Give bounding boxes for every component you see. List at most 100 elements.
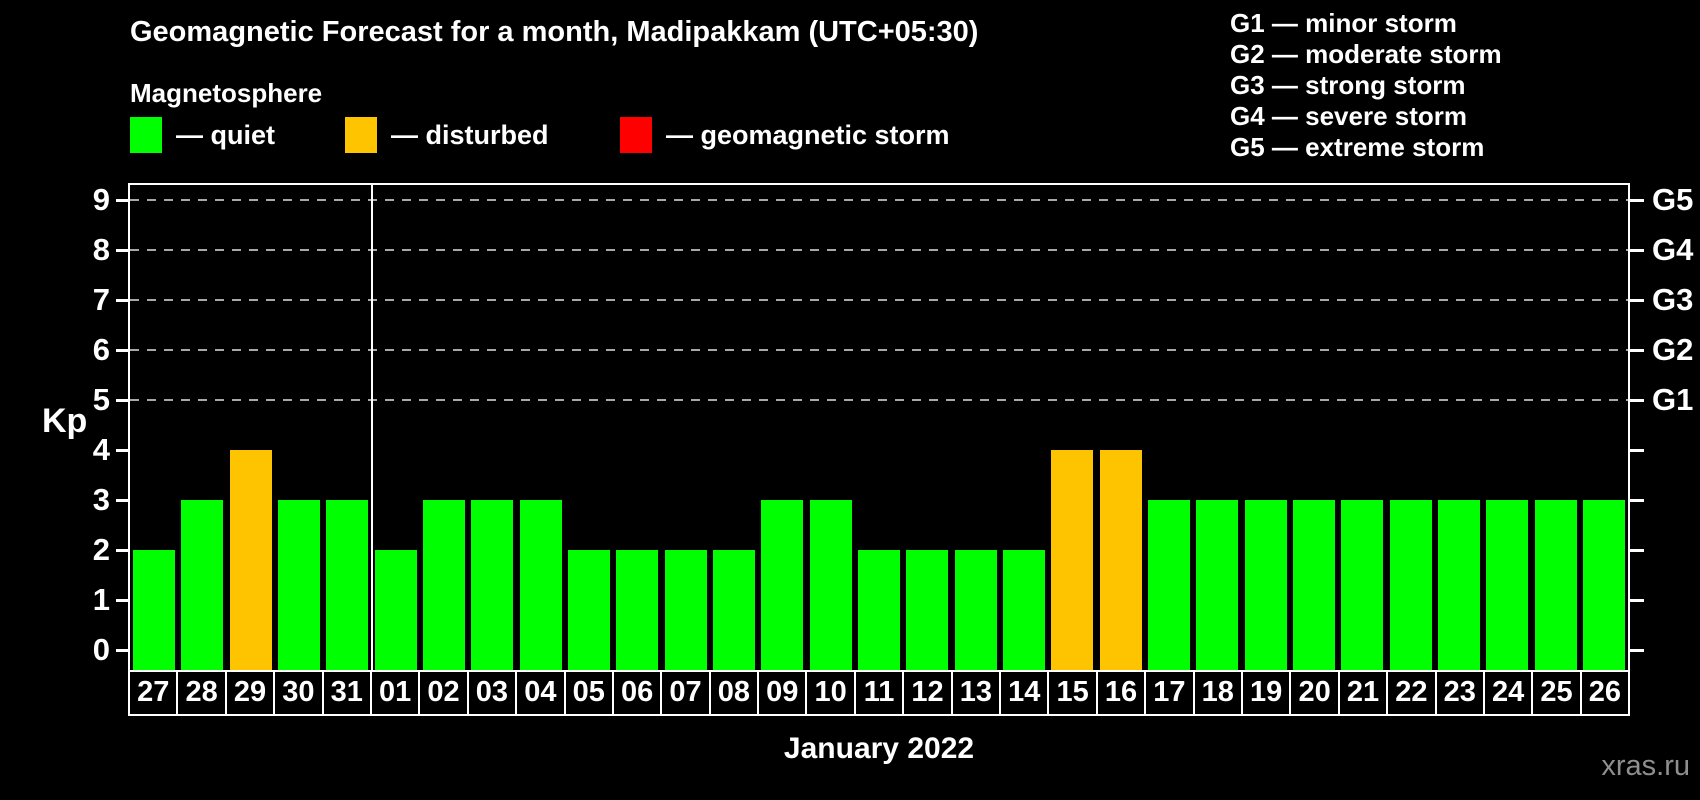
legend-item-quiet: — quiet xyxy=(130,114,275,156)
gridline-g5 xyxy=(130,199,1628,201)
right-axis-label-g3: G3 xyxy=(1652,282,1694,317)
legend-item-storm: — geomagnetic storm xyxy=(620,114,950,156)
date-label: 02 xyxy=(418,670,469,716)
y-axis-tick xyxy=(116,549,128,552)
right-axis-tick xyxy=(1630,599,1644,602)
y-axis-tick xyxy=(116,299,128,302)
kp-bar-day-23 xyxy=(1437,500,1480,670)
kp-bar-day-24 xyxy=(1486,500,1529,670)
y-axis-tick-label: 1 xyxy=(92,582,110,617)
x-axis-date-row: 27 28 29 30 31 01 02 03 04 05 06 07 08 09 10 11 12 13 14 15… xyxy=(128,670,1631,716)
right-axis-label-g4: G4 xyxy=(1652,232,1694,267)
y-axis-tick-label: 3 xyxy=(92,482,110,517)
chart-title: Geomagnetic Forecast for a month, Madipa… xyxy=(130,16,979,48)
date-label: 01 xyxy=(369,670,421,716)
kp-bar-day-02 xyxy=(423,500,466,670)
g-scale-legend-line: G4 — severe storm xyxy=(1230,101,1468,131)
date-label: 11 xyxy=(853,670,905,716)
g-scale-legend-line: G1 — minor storm xyxy=(1230,8,1457,38)
date-label: 30 xyxy=(273,670,324,716)
kp-bar-day-11 xyxy=(858,550,900,670)
g-scale-legend-line: G5 — extreme storm xyxy=(1230,132,1485,162)
watermark: xras.ru xyxy=(1601,750,1690,782)
date-label: 31 xyxy=(321,670,372,716)
right-axis-tick xyxy=(1630,549,1644,552)
date-label: 05 xyxy=(563,670,614,716)
y-axis-tick xyxy=(116,249,128,252)
kp-bar-day-06 xyxy=(616,550,659,670)
date-label: 19 xyxy=(1240,670,1292,716)
quiet-swatch-icon xyxy=(130,117,162,153)
date-label: 15 xyxy=(1047,670,1098,716)
y-axis-tick-label: 9 xyxy=(92,182,110,217)
kp-bar-day-10 xyxy=(809,500,852,670)
date-label: 04 xyxy=(515,670,566,716)
kp-bar-day-12 xyxy=(906,550,949,670)
date-label: 14 xyxy=(999,670,1050,716)
right-axis-tick xyxy=(1630,199,1644,202)
y-axis-title: Kp xyxy=(42,402,88,440)
g-scale-legend: G1 — minor storm G2 — moderate storm G3 — … xyxy=(1230,8,1502,163)
right-axis-label-g1: G1 xyxy=(1652,382,1694,417)
date-label: 07 xyxy=(660,670,711,716)
kp-bar-day-21 xyxy=(1341,500,1384,670)
gridline-g2 xyxy=(130,349,1628,351)
kp-bar-day-19 xyxy=(1244,500,1287,670)
y-axis-tick-label: 7 xyxy=(92,282,110,317)
kp-bar-day-14 xyxy=(1002,550,1045,670)
y-axis-tick-label: 4 xyxy=(92,432,110,467)
y-axis-tick-label: 0 xyxy=(92,632,110,667)
kp-bar-day-03 xyxy=(471,500,514,670)
kp-bar-day-26 xyxy=(1582,500,1625,670)
y-axis-tick xyxy=(116,599,128,602)
magnetosphere-legend: — quiet — disturbed — geomagnetic storm xyxy=(130,114,1090,156)
kp-bar-day-16 xyxy=(1099,450,1142,670)
right-axis-label-g2: G2 xyxy=(1652,332,1694,367)
date-label: 16 xyxy=(1095,670,1147,716)
date-label: 26 xyxy=(1579,670,1631,716)
y-axis-tick-label: 6 xyxy=(92,332,110,367)
kp-bar-day-18 xyxy=(1196,500,1239,670)
kp-bar-day-09 xyxy=(761,500,804,670)
g-scale-legend-line: G2 — moderate storm xyxy=(1230,39,1502,69)
y-axis-tick xyxy=(116,349,128,352)
date-label: 18 xyxy=(1192,670,1243,716)
right-axis-tick xyxy=(1630,449,1644,452)
legend-label-quiet: — quiet xyxy=(176,119,275,150)
date-label: 06 xyxy=(611,670,663,716)
right-axis-tick xyxy=(1630,349,1644,352)
date-label: 23 xyxy=(1434,670,1485,716)
date-label: 28 xyxy=(176,670,227,716)
x-axis-month-label: January 2022 xyxy=(783,732,975,765)
date-label: 21 xyxy=(1337,670,1389,716)
date-label: 13 xyxy=(950,670,1002,716)
kp-bar-day-04 xyxy=(519,500,562,670)
kp-bar-day-27 xyxy=(133,550,176,670)
y-axis-tick xyxy=(116,399,128,402)
kp-bar-day-29 xyxy=(229,450,272,670)
date-label: 29 xyxy=(224,670,276,716)
y-axis-tick xyxy=(116,649,128,652)
y-axis-tick xyxy=(116,199,128,202)
g-scale-legend-line: G3 — strong storm xyxy=(1230,70,1466,100)
kp-bar-day-31 xyxy=(326,500,369,670)
kp-bar-day-07 xyxy=(664,550,707,670)
y-axis-tick-label: 8 xyxy=(92,232,110,267)
kp-bar-day-17 xyxy=(1147,500,1190,670)
legend-item-disturbed: — disturbed xyxy=(345,114,549,156)
kp-bar-day-08 xyxy=(713,550,756,670)
date-label: 27 xyxy=(128,670,179,716)
y-axis-tick-label: 5 xyxy=(92,382,110,417)
right-axis-tick xyxy=(1630,499,1644,502)
kp-bar-day-28 xyxy=(181,500,224,670)
kp-bar-day-22 xyxy=(1389,500,1432,670)
kp-bar-day-05 xyxy=(568,550,611,670)
date-label: 08 xyxy=(708,670,760,716)
right-axis-label-g5: G5 xyxy=(1652,182,1694,217)
kp-bar-day-15 xyxy=(1051,450,1094,670)
date-label: 17 xyxy=(1144,670,1195,716)
kp-bar-day-25 xyxy=(1534,500,1577,670)
date-label: 10 xyxy=(805,670,856,716)
kp-bar-day-13 xyxy=(954,550,997,670)
